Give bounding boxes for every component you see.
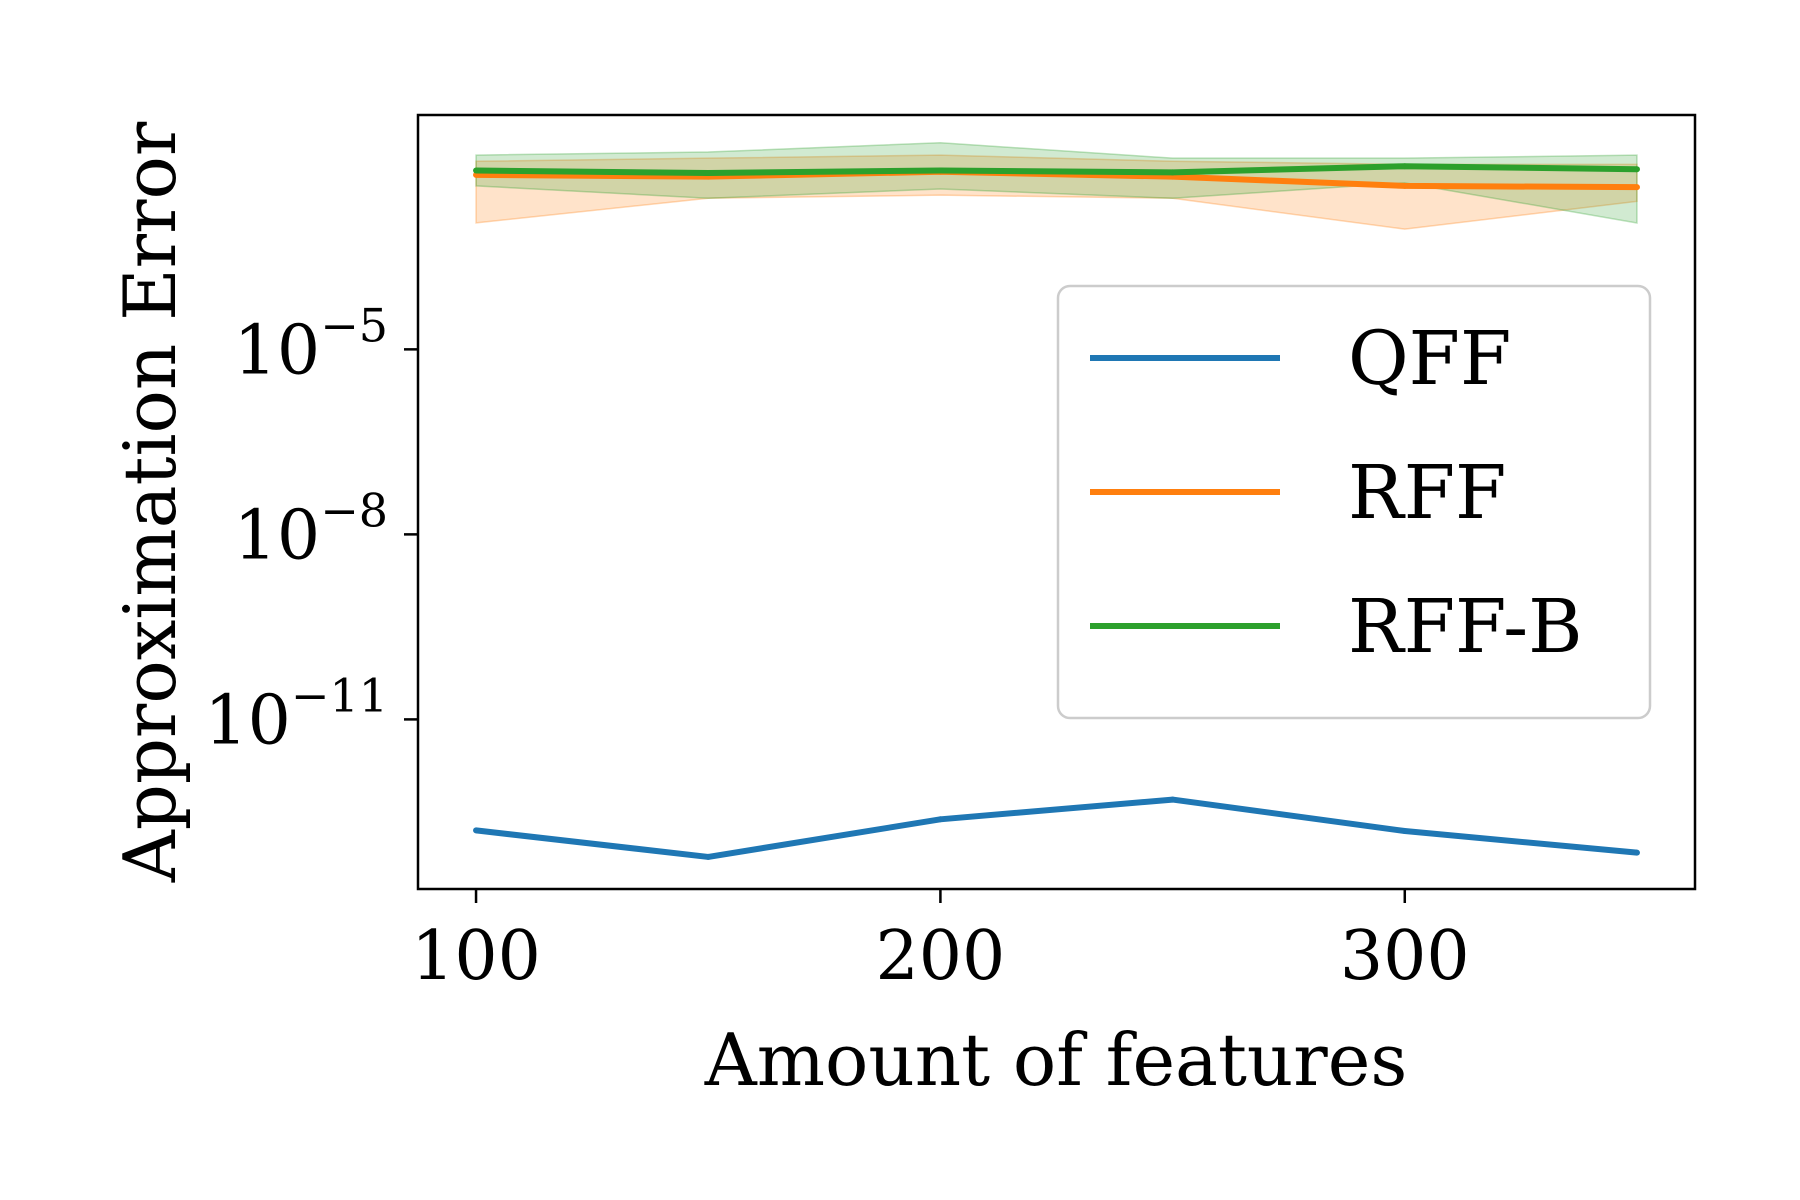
point-rff-b — [937, 167, 944, 174]
legend-label-rff: RFF — [1348, 450, 1506, 536]
band-rff-b — [475, 142, 1638, 224]
point-qff — [1401, 828, 1408, 835]
y-tick-label: 10−11 — [204, 668, 388, 760]
point-qff — [705, 853, 712, 860]
point-qff — [1169, 796, 1176, 803]
legend-label-rff-b: RFF-B — [1348, 584, 1582, 670]
point-rff-b — [473, 167, 480, 174]
x-tick-label: 200 — [876, 917, 1006, 996]
point-rff-b — [1169, 169, 1176, 176]
plot-frame — [416, 113, 1697, 891]
y-axis-ticks: 10−5 10−8 10−11 — [204, 298, 418, 760]
line-qff — [475, 796, 1638, 860]
point-rff-b — [1633, 166, 1640, 173]
point-qff — [1633, 849, 1640, 856]
x-tick-label: 300 — [1340, 917, 1470, 996]
series-lines — [473, 163, 1640, 860]
point-qff — [937, 816, 944, 823]
legend-box — [1056, 284, 1652, 720]
point-rff-b — [1401, 163, 1408, 170]
y-axis-label: Approximation Error — [108, 121, 192, 883]
y-tick-label: 10−5 — [234, 298, 388, 390]
point-rff-b — [705, 169, 712, 176]
legend: QFF RFF RFF-B — [1056, 284, 1652, 720]
x-tick-label: 100 — [411, 917, 541, 996]
line-rff-b — [476, 163, 1637, 176]
point-rff — [1633, 184, 1640, 191]
y-tick-label: 10−8 — [234, 483, 388, 575]
point-qff — [473, 827, 480, 834]
x-axis-ticks: 100 200 300 — [411, 889, 1470, 996]
point-rff — [1401, 182, 1408, 189]
x-axis-label: Amount of features — [704, 1018, 1408, 1102]
legend-label-qff: QFF — [1348, 316, 1511, 402]
